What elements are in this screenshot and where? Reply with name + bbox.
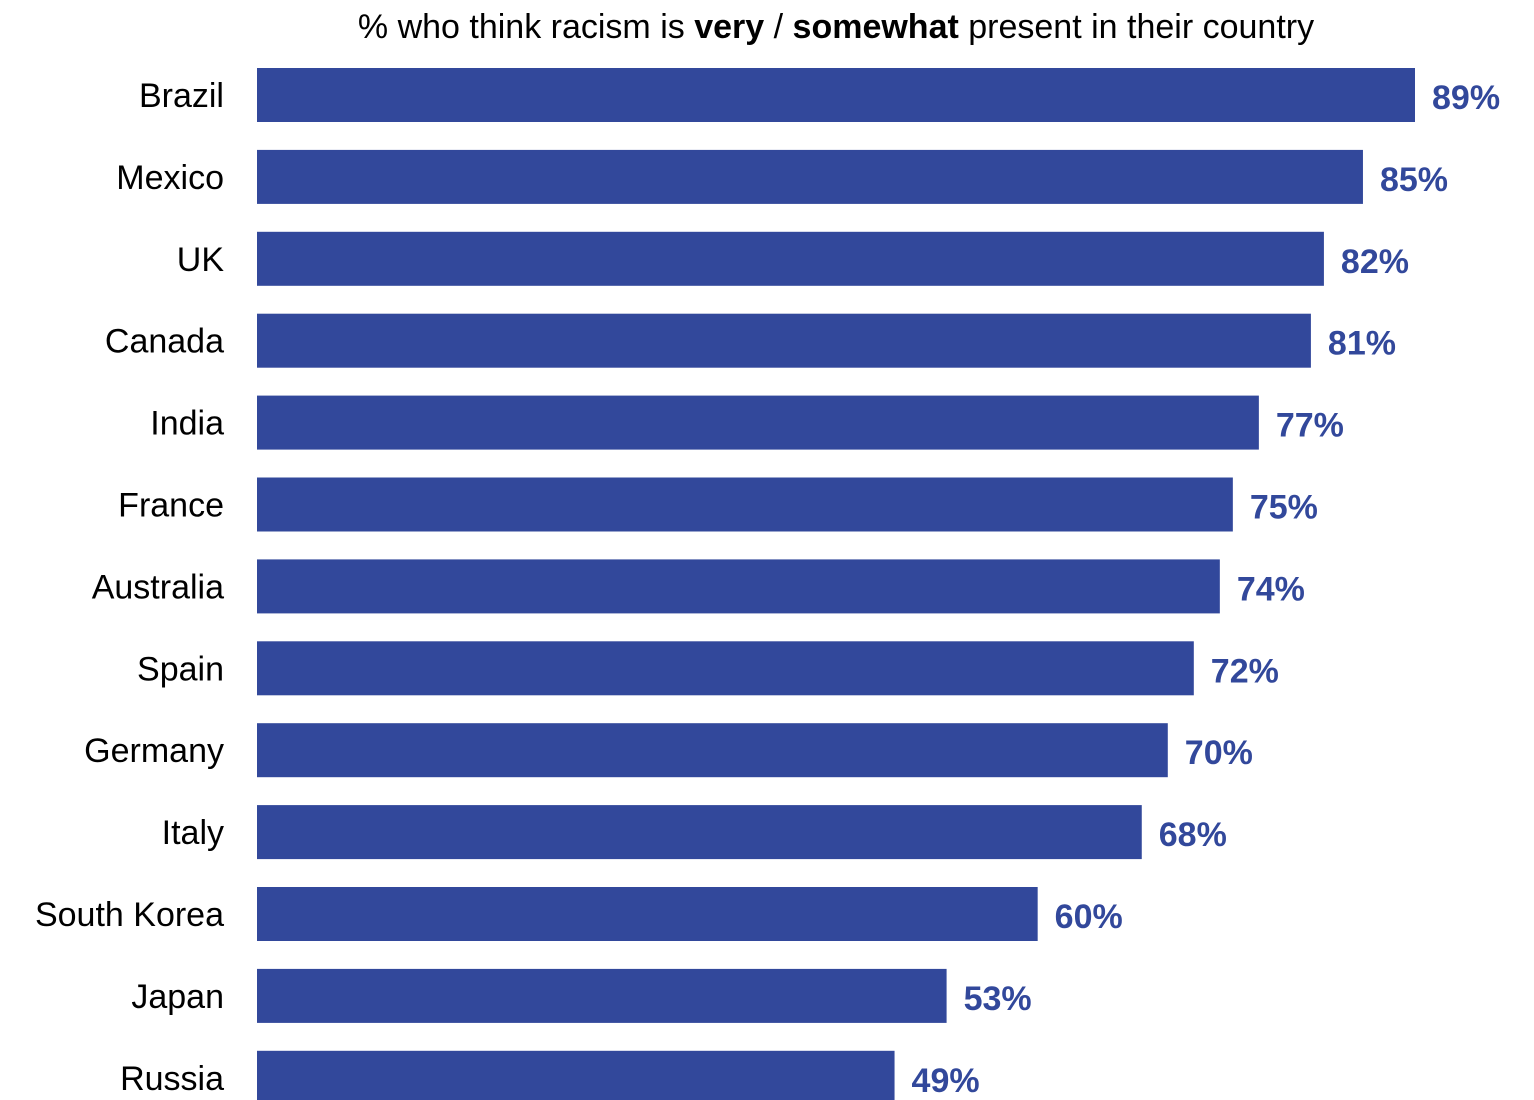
- bar: [257, 395, 1259, 450]
- bars-group: Brazil 89% Mexico 85% UK 82% Canada 81% India 77%…: [35, 68, 1500, 1100]
- bar: [257, 1050, 895, 1100]
- category-label: Spain: [137, 650, 224, 688]
- value-label: 49%: [912, 1062, 980, 1100]
- category-label: Germany: [84, 732, 224, 770]
- bar: [257, 231, 1324, 286]
- value-label: 77%: [1276, 407, 1344, 445]
- value-label: 89%: [1432, 79, 1500, 117]
- bar: [257, 559, 1220, 614]
- chart-title-segment: % who think racism is: [358, 8, 694, 46]
- bar: [257, 313, 1311, 368]
- chart-title-segment: somewhat: [793, 8, 959, 46]
- bar: [257, 887, 1038, 941]
- category-label: Japan: [131, 978, 224, 1016]
- chart-title-segment: present in their country: [959, 8, 1314, 46]
- value-label: 74%: [1237, 570, 1305, 608]
- bar: [257, 805, 1142, 860]
- value-label: 81%: [1328, 325, 1396, 363]
- value-label: 70%: [1185, 734, 1253, 772]
- bar: [257, 723, 1168, 778]
- value-label: 53%: [964, 980, 1032, 1018]
- category-label: Canada: [105, 323, 224, 361]
- value-label: 72%: [1211, 652, 1279, 690]
- value-label: 68%: [1159, 816, 1227, 854]
- category-label: UK: [177, 241, 225, 279]
- category-label: Mexico: [116, 159, 224, 197]
- category-label: Italy: [162, 814, 224, 852]
- value-label: 60%: [1055, 898, 1123, 936]
- bar: [257, 968, 947, 1023]
- chart-title: % who think racism is very / somewhat pr…: [358, 8, 1314, 46]
- bar: [257, 68, 1415, 122]
- bar: [257, 149, 1363, 204]
- chart-title-segment: very: [694, 8, 764, 46]
- category-label: Russia: [120, 1060, 224, 1098]
- chart-title-segment: /: [764, 8, 792, 46]
- category-label: India: [150, 405, 224, 443]
- category-label: France: [118, 487, 224, 525]
- category-label: Brazil: [139, 77, 224, 115]
- bar: [257, 477, 1233, 532]
- value-label: 75%: [1250, 489, 1318, 527]
- value-label: 85%: [1380, 161, 1448, 199]
- value-label: 82%: [1341, 243, 1409, 281]
- category-label: Australia: [92, 568, 224, 606]
- category-label: South Korea: [35, 896, 224, 934]
- bar: [257, 641, 1194, 696]
